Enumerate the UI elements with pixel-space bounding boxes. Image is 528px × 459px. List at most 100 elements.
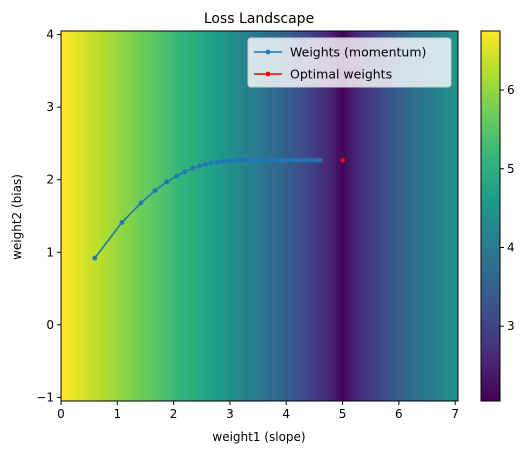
heatmap-cell xyxy=(253,31,258,401)
heatmap-cell xyxy=(75,31,79,401)
heatmap-cell xyxy=(225,31,229,401)
weights-point xyxy=(229,158,235,164)
heatmap-cell xyxy=(452,31,456,401)
heatmap-cell xyxy=(270,31,275,401)
heatmap-cell xyxy=(89,31,93,401)
heatmap-cell xyxy=(146,31,150,401)
x-tick-label: 3 xyxy=(226,407,234,421)
weights-point xyxy=(260,157,266,163)
heatmap-cell xyxy=(123,31,127,401)
heatmap-cell xyxy=(103,31,107,401)
heatmap-cell xyxy=(401,31,405,401)
heatmap-cell xyxy=(353,31,357,401)
legend-box xyxy=(247,37,452,88)
heatmap-cell xyxy=(199,31,204,401)
heatmap-cell xyxy=(219,31,224,401)
heatmap-cell xyxy=(259,31,263,401)
heatmap-cell xyxy=(358,31,363,401)
heatmap-cell xyxy=(222,31,227,401)
x-tick-label: 6 xyxy=(395,407,403,421)
y-tick-label: 4 xyxy=(46,28,54,42)
weights-point xyxy=(152,188,158,194)
y-tick-label: 2 xyxy=(46,173,54,187)
heatmap-cell xyxy=(174,31,178,401)
y-tick-label: −1 xyxy=(36,390,54,404)
heatmap-cell xyxy=(262,31,266,401)
heatmap-cell xyxy=(338,31,343,401)
heatmap-cell xyxy=(165,31,170,401)
heatmap-cell xyxy=(361,31,366,401)
heatmap-cell xyxy=(302,31,306,401)
legend-label: Weights (momentum) xyxy=(290,45,426,60)
heatmap-cell xyxy=(290,31,295,401)
weights-point xyxy=(256,157,262,163)
legend-swatch-marker xyxy=(265,71,271,77)
heatmap-cell xyxy=(423,31,428,401)
weights-point xyxy=(208,160,214,166)
heatmap-cell xyxy=(347,31,351,401)
y-tick-label: 0 xyxy=(46,318,54,332)
heatmap-cell xyxy=(389,31,394,401)
heatmap-cell xyxy=(83,31,88,401)
heatmap-cell xyxy=(435,31,439,401)
heatmap-cell xyxy=(188,31,193,401)
heatmap-cell xyxy=(160,31,164,401)
weights-point xyxy=(265,157,271,163)
x-tick-label: 1 xyxy=(113,407,121,421)
weights-point xyxy=(233,157,239,163)
x-tick-label: 7 xyxy=(451,407,459,421)
weights-point xyxy=(214,159,220,165)
heatmap-cell xyxy=(268,31,272,401)
heatmap-cell xyxy=(194,31,198,401)
heatmap-cell xyxy=(310,31,314,401)
heatmap-cell xyxy=(367,31,371,401)
x-tick-label: 2 xyxy=(170,407,178,421)
weights-point xyxy=(305,157,311,163)
heatmap-cell xyxy=(440,31,445,401)
heatmap-cell xyxy=(287,31,292,401)
heatmap-cell xyxy=(421,31,425,401)
heatmap-cell xyxy=(282,31,286,401)
heatmap-cell xyxy=(330,31,334,401)
heatmap-cell xyxy=(307,31,312,401)
heatmap-cell xyxy=(134,31,139,401)
heatmap-background xyxy=(61,31,458,401)
weights-point xyxy=(182,169,188,175)
weights-point xyxy=(203,162,209,167)
y-axis-label: weight2 (bias) xyxy=(10,174,24,260)
heatmap-cell xyxy=(293,31,297,401)
heatmap-cell xyxy=(66,31,71,401)
weights-point xyxy=(238,157,244,163)
heatmap-cell xyxy=(197,31,201,401)
heatmap-cell xyxy=(239,31,244,401)
series-layer xyxy=(92,157,345,261)
heatmap-cell xyxy=(296,31,300,401)
heatmap-cell xyxy=(177,31,181,401)
heatmap-cell xyxy=(242,31,246,401)
weights-point xyxy=(292,157,298,163)
weights-point xyxy=(283,157,289,163)
heatmap-cell xyxy=(387,31,391,401)
heatmap-cell xyxy=(80,31,85,401)
y-tick-label: 3 xyxy=(46,100,54,114)
heatmap-cell xyxy=(131,31,136,401)
heatmap-cell xyxy=(208,31,212,401)
heatmap-cell xyxy=(78,31,82,401)
heatmap-cell xyxy=(216,31,221,401)
heatmap-cell xyxy=(114,31,119,401)
heatmap-cell xyxy=(375,31,380,401)
heatmap-cell xyxy=(426,31,431,401)
heatmap-cell xyxy=(191,31,195,401)
heatmap-cell xyxy=(202,31,207,401)
heatmap-cell xyxy=(415,31,419,401)
weights-point xyxy=(301,157,307,163)
heatmap-cell xyxy=(245,31,249,401)
heatmap-cell xyxy=(95,31,99,401)
weights-point xyxy=(138,200,144,206)
x-tick-label: 0 xyxy=(57,407,65,421)
heatmap-cell xyxy=(438,31,442,401)
heatmap-cell xyxy=(100,31,105,401)
heatmap-cell xyxy=(265,31,269,401)
heatmap-cell xyxy=(97,31,102,401)
weights-point xyxy=(92,255,98,261)
